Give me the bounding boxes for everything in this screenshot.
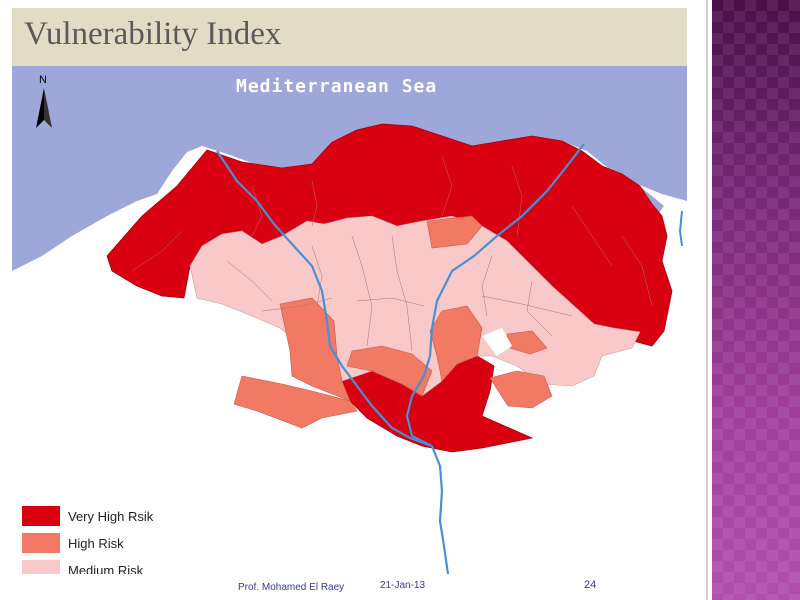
- region-high-west: [279, 297, 351, 402]
- east-canal: [678, 210, 683, 247]
- slide-title: Vulnerability Index: [24, 16, 282, 52]
- legend-swatch-high: [22, 533, 60, 553]
- slide-divider-line: [706, 0, 708, 600]
- footer-date: 21-Jan-13: [380, 580, 426, 591]
- region-high-southeast: [489, 370, 553, 409]
- nile-damietta-branch: [405, 143, 585, 447]
- north-arrow-icon: [36, 88, 52, 128]
- title-bar: Vulnerability Index: [12, 8, 687, 66]
- nile-main-river: [430, 445, 450, 574]
- legend-label-high: High Risk: [68, 536, 124, 551]
- footer-page-number: 24: [584, 579, 597, 591]
- legend-label-medium: Medium Risk: [68, 563, 144, 574]
- region-high-north-patch: [426, 215, 483, 249]
- unmapped-east: [482, 328, 512, 356]
- sea-label: Mediterranean Sea: [236, 76, 438, 97]
- sea-area: [12, 66, 687, 271]
- region-high-center: [346, 345, 433, 397]
- nile-rosetta-branch: [216, 150, 433, 448]
- north-label: N: [39, 74, 47, 86]
- vulnerability-map: N Mediterranean Sea Very High Rsik High …: [12, 66, 687, 574]
- legend-swatch-medium: [22, 560, 60, 574]
- legend-label-very-high: Very High Rsik: [68, 509, 154, 524]
- region-high-southwest: [233, 375, 358, 429]
- region-high-east: [429, 305, 483, 382]
- footer-author: Prof. Mohamed El Raey: [238, 582, 345, 593]
- decorative-side-panel: [712, 0, 800, 600]
- map-svg: [12, 66, 687, 574]
- legend-swatch-very-high: [22, 506, 60, 526]
- district-borders: [131, 155, 653, 352]
